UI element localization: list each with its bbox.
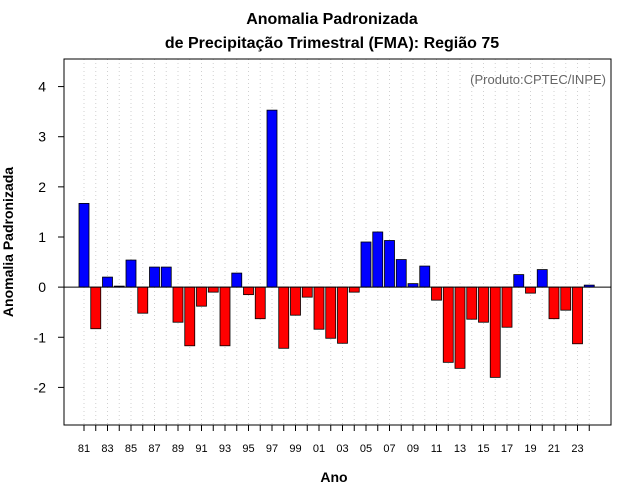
y-tick-label: 0: [38, 279, 46, 295]
x-tick-label: 07: [383, 443, 395, 455]
x-tick-label: 95: [242, 443, 254, 455]
x-tick-label: 87: [148, 443, 160, 455]
plot-frame: [63, 58, 612, 426]
x-tick-label: 01: [313, 443, 325, 455]
bar-14: [466, 286, 478, 320]
bar-93: [219, 286, 231, 347]
bar-89: [172, 286, 184, 323]
bar-16: [489, 286, 501, 378]
x-tick-label: 99: [289, 443, 301, 455]
chart-title: Anomalia Padronizada: [246, 11, 418, 28]
x-tick-label: 11: [431, 443, 442, 455]
y-tick-label: 1: [38, 229, 46, 245]
bar-85: [125, 259, 137, 288]
x-tick-label: 21: [548, 443, 560, 455]
y-tick-label: -1: [34, 329, 47, 345]
x-tick-label: 13: [454, 443, 466, 455]
bar-05: [360, 241, 372, 288]
y-axis-label: Anomalia Padronizada: [0, 167, 16, 317]
x-tick-label: 97: [266, 443, 278, 455]
bar-90: [184, 286, 196, 347]
bar-04: [348, 286, 360, 293]
y-tick-label: -2: [34, 379, 47, 395]
bar-86: [137, 286, 149, 314]
bar-17: [501, 286, 513, 328]
x-tick-label: 81: [78, 443, 90, 455]
bar-12: [442, 286, 454, 363]
x-axis-label: Ano: [320, 469, 347, 485]
bar-22: [560, 286, 572, 311]
x-tick-label: 83: [101, 443, 113, 455]
bar-23: [572, 286, 583, 345]
bar-95: [243, 286, 254, 296]
x-tick-label: 89: [172, 443, 184, 455]
bar-88: [160, 266, 172, 288]
x-tick-label: 93: [219, 443, 231, 455]
x-tick-label: 17: [501, 443, 513, 455]
bar-21: [548, 286, 560, 320]
bar-15: [478, 286, 489, 323]
bar-00: [301, 286, 313, 298]
bar-92: [207, 286, 219, 293]
bar-19: [525, 286, 536, 294]
x-tick-label: 05: [360, 443, 372, 455]
x-tick-label: 09: [407, 443, 419, 455]
bar-06: [372, 231, 384, 288]
bar-96: [254, 286, 266, 320]
gridlines: [83, 59, 590, 425]
bar-83: [102, 276, 113, 288]
bar-10: [419, 265, 431, 288]
bar-91: [196, 286, 207, 307]
bar-99: [290, 286, 301, 316]
bar-98: [278, 286, 290, 349]
y-axis: -2 -1 0 1 2 3 4: [34, 79, 64, 395]
x-tick-label: 15: [477, 443, 489, 455]
bar-13: [454, 286, 466, 369]
y-tick-label: 4: [38, 79, 46, 95]
bar-11: [431, 286, 442, 301]
x-tick-label: 19: [524, 443, 536, 455]
x-axis: 81 83 85 87 89 91 93 95 97 99 01 03 05 07 09 11 13 15 17 19…: [78, 425, 590, 455]
bar-18: [513, 274, 525, 288]
bar-87: [149, 266, 160, 288]
x-tick-label: 91: [195, 443, 207, 455]
bar-03: [337, 286, 348, 344]
x-tick-label: 03: [336, 443, 348, 455]
source-annotation: (Produto:CPTEC/INPE): [470, 72, 606, 87]
bars: [78, 109, 595, 378]
chart-subtitle: de Precipitação Trimestral (FMA): Região…: [165, 35, 499, 52]
bar-07: [384, 240, 395, 288]
bar-01: [313, 286, 325, 330]
y-tick-label: 3: [38, 129, 46, 145]
bar-09: [407, 283, 419, 288]
bar-08: [395, 259, 407, 288]
x-tick-label: 85: [125, 443, 137, 455]
y-tick-label: 2: [38, 179, 46, 195]
bar-20: [536, 269, 548, 288]
x-tick-label: 23: [571, 443, 583, 455]
bar-02: [325, 286, 337, 339]
bar-82: [90, 286, 102, 330]
bar-97: [266, 109, 278, 288]
bar-81: [78, 202, 90, 288]
bar-94: [231, 272, 243, 288]
